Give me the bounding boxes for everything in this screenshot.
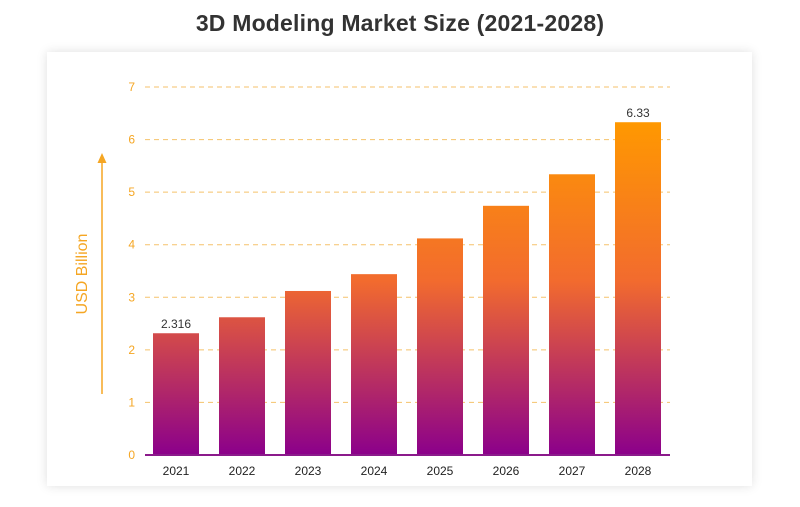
y-tick-label: 6 bbox=[128, 133, 135, 147]
gridlines bbox=[145, 86, 670, 403]
bar bbox=[417, 238, 463, 455]
y-tick-label: 4 bbox=[128, 238, 135, 252]
y-tick-labels: 0 1 2 3 4 5 6 7 bbox=[128, 80, 135, 462]
y-tick-label: 0 bbox=[128, 448, 135, 462]
chart-title: 3D Modeling Market Size (2021-2028) bbox=[195, 10, 605, 36]
x-tick-label: 2023 bbox=[295, 464, 322, 478]
x-tick-label: 2021 bbox=[163, 464, 190, 478]
bar bbox=[549, 174, 595, 456]
bar bbox=[483, 205, 529, 455]
x-tick-label: 2026 bbox=[493, 464, 520, 478]
bar bbox=[615, 122, 661, 456]
y-tick-label: 2 bbox=[128, 343, 135, 357]
data-label: 6.33 bbox=[626, 106, 650, 120]
data-label: 2.316 bbox=[161, 317, 191, 331]
data-labels: 2.316 6.33 bbox=[161, 106, 650, 331]
y-axis-label: USD Billion bbox=[74, 233, 91, 315]
x-tick-label: 2028 bbox=[625, 464, 652, 478]
bar bbox=[351, 274, 397, 455]
x-tick-label: 2022 bbox=[229, 464, 256, 478]
bars bbox=[153, 122, 661, 456]
y-tick-label: 5 bbox=[128, 185, 135, 199]
x-tick-label: 2027 bbox=[559, 464, 586, 478]
bar bbox=[153, 333, 199, 455]
y-axis-label-wrap: USD Billion bbox=[74, 174, 98, 374]
y-tick-label: 7 bbox=[128, 80, 135, 94]
x-tick-labels: 2021 2022 2023 2024 2025 2026 2027 2028 bbox=[163, 464, 652, 478]
bar bbox=[219, 317, 265, 455]
x-tick-label: 2024 bbox=[361, 464, 388, 478]
y-tick-label: 1 bbox=[128, 395, 135, 409]
x-tick-label: 2025 bbox=[427, 464, 454, 478]
y-tick-label: 3 bbox=[128, 290, 135, 304]
y-axis-arrowhead bbox=[97, 153, 107, 163]
bar bbox=[285, 290, 331, 455]
